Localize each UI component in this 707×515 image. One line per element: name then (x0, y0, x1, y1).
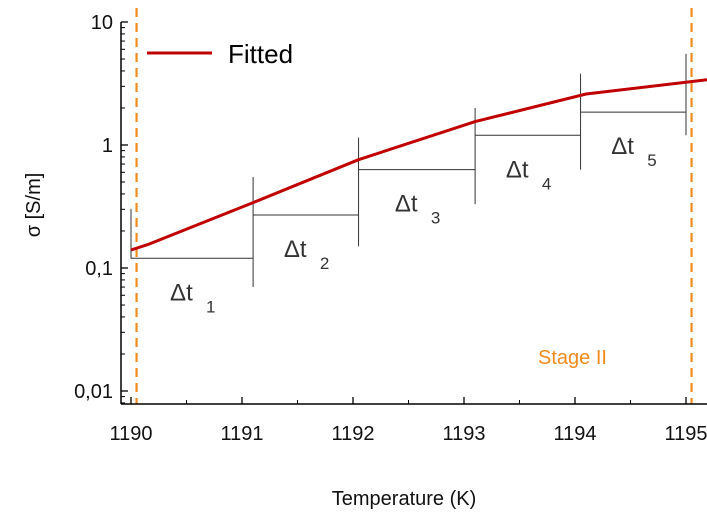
interval-label: Δt (284, 236, 307, 263)
y-tick-label: 1 (102, 135, 113, 157)
stage-boundaries (135, 8, 693, 404)
series-layer (130, 78, 707, 252)
x-tick-label: 1194 (553, 423, 596, 445)
x-tick-label: 1190 (109, 423, 152, 445)
interval-label-subscript: 3 (431, 209, 440, 228)
x-tick-label: 1193 (442, 423, 485, 445)
interval-label-subscript: 4 (542, 174, 551, 193)
fitted-curve (130, 78, 707, 252)
x-axis-label: Temperature (K) (332, 488, 477, 510)
legend: Fitted (147, 39, 293, 69)
legend-label-fitted: Fitted (228, 39, 293, 69)
y-tick-label: 0,01 (74, 381, 113, 403)
interval-label-subscript: 1 (206, 297, 215, 316)
y-tick-label: 0,1 (85, 258, 113, 280)
interval-label-subscript: 2 (320, 254, 329, 273)
interval-label: Δt (611, 133, 634, 160)
x-tick-label: 1191 (220, 423, 263, 445)
y-tick-label: 10 (91, 12, 113, 34)
interval-label: Δt (170, 279, 193, 306)
stage-ii-label: Stage II (538, 347, 607, 369)
interval-label: Δt (506, 156, 529, 183)
x-tick-label: 1192 (331, 423, 374, 445)
interval-label-subscript: 5 (647, 151, 656, 170)
x-tick-label: 1195 (664, 423, 707, 445)
y-axis-label: σ [S/m] (23, 173, 45, 238)
interval-brackets: Δt 1 Δt 2 Δt 3 Δt 4 Δt 5 (130, 53, 687, 316)
interval-label: Δt (395, 191, 418, 218)
